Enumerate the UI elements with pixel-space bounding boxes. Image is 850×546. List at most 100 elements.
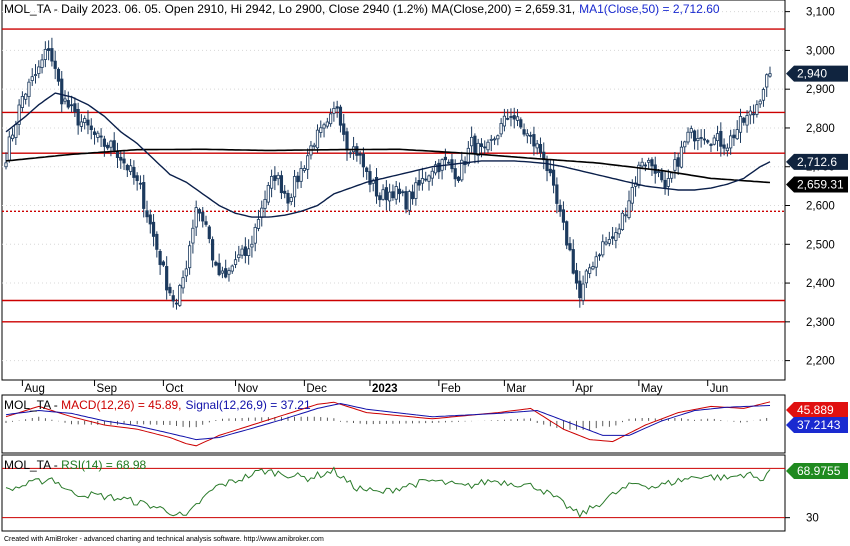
candle-body <box>188 245 192 269</box>
candle-body <box>715 133 720 142</box>
candle-body <box>509 116 513 118</box>
candle-body <box>194 207 198 228</box>
macd-title: MOL_TA - MACD(12,26) = 45.89, Signal(12,2… <box>4 398 311 412</box>
rsi-badge-bg <box>786 463 848 479</box>
candle-body <box>689 128 693 133</box>
candle-body <box>174 302 179 305</box>
candle-body <box>43 48 47 60</box>
candle-body <box>230 265 234 272</box>
candle-body <box>614 232 618 241</box>
candle-body <box>322 124 326 129</box>
candle-body <box>745 115 749 126</box>
candle-body <box>106 144 110 149</box>
x-tick-label: 2023 <box>372 383 398 395</box>
x-tick-label: May <box>641 383 663 395</box>
price-y-axis: 3,1003,0002,9002,8002,7002,6002,5002,400… <box>785 7 835 368</box>
footer-credit: Created with AmiBroker - advanced charti… <box>4 536 324 543</box>
candle-body <box>99 135 103 138</box>
x-tick-label: Dec <box>306 383 327 395</box>
y-tick-label: 2,400 <box>806 278 835 290</box>
signal-line <box>5 402 771 441</box>
candle-body <box>417 180 421 186</box>
candle-body <box>640 161 644 167</box>
candle-body <box>479 143 484 147</box>
candle-body <box>692 130 697 142</box>
candle-body <box>660 171 664 181</box>
candle-body <box>161 261 165 266</box>
candle-body <box>361 153 366 168</box>
candles <box>4 37 772 310</box>
candle-body <box>266 185 270 203</box>
candle-body <box>519 119 523 128</box>
candle-body <box>512 115 516 120</box>
candle-body <box>37 66 41 75</box>
candle-body <box>342 123 346 135</box>
candle-body <box>591 266 595 270</box>
candle-body <box>138 182 143 185</box>
candle-body <box>69 104 74 107</box>
x-tick-label: Mar <box>506 383 526 395</box>
candle-body <box>670 172 674 179</box>
candle-body <box>348 152 352 155</box>
candle-body <box>332 107 336 114</box>
candle-body <box>145 210 149 218</box>
candle-body <box>712 137 716 145</box>
candle-body <box>7 136 11 161</box>
candle-body <box>410 191 415 200</box>
candle-body <box>437 162 441 173</box>
candle-body <box>630 187 634 204</box>
candle-body <box>355 146 359 156</box>
candle-body <box>158 250 162 265</box>
candle-body <box>535 143 539 149</box>
candle-body <box>476 142 480 156</box>
candle-body <box>381 189 385 200</box>
price-badge-bg <box>786 65 848 82</box>
y-tick-label: 2,300 <box>806 317 835 329</box>
candle-body <box>617 228 621 235</box>
candle-body <box>289 197 293 202</box>
candle-body <box>499 123 503 135</box>
candle-body <box>545 159 549 172</box>
candle-body <box>430 170 434 179</box>
candle-body <box>283 190 287 194</box>
candle-body <box>388 191 392 202</box>
candle-body <box>489 138 493 141</box>
candle-body <box>397 188 402 195</box>
candle-body <box>125 164 129 171</box>
candle-body <box>378 195 382 201</box>
candle-body <box>453 168 457 180</box>
rsi-title-prefix: MOL_TA - <box>4 458 61 472</box>
candle-body <box>391 191 395 199</box>
x-axis: Aug Sep Oct Nov Dec 2023 Feb Mar Apr May Jun <box>21 380 729 395</box>
candle-body <box>112 140 116 151</box>
ma50-legend: MA1(Close,50) = 2,712.60 <box>579 2 720 16</box>
macd-badge-text: 45.889 <box>797 403 834 417</box>
candle-body <box>686 131 690 143</box>
y-tick-label: 2,500 <box>806 239 835 251</box>
rsi-tick-label: 30 <box>806 513 819 525</box>
candle-body <box>601 241 605 256</box>
candle-body <box>89 125 93 131</box>
rsi-title: MOL_TA - RSI(14) = 68.98 <box>4 458 147 472</box>
ma200-badge-text: 2,659.31 <box>797 178 844 192</box>
candle-body <box>748 110 752 116</box>
y-tick-label: 3,100 <box>806 7 835 19</box>
x-tick-label: Jun <box>710 383 729 395</box>
x-tick-label: Oct <box>165 383 184 395</box>
candle-body <box>758 100 762 105</box>
candle-body <box>647 159 651 163</box>
candle-body <box>243 246 247 256</box>
ma200-badge: 2,659.31 <box>786 176 848 193</box>
candle-body <box>276 174 280 180</box>
price-badge: 2,940 <box>786 65 848 82</box>
candle-body <box>611 236 615 239</box>
y-tick-label: 3,000 <box>806 45 835 57</box>
candle-body <box>433 164 438 174</box>
rsi-legend: RSI(14) = 68.98 <box>61 458 146 472</box>
candle-body <box>40 59 44 68</box>
candle-body <box>584 270 588 284</box>
candle-body <box>696 138 700 141</box>
candle-body <box>578 280 582 299</box>
ma50-line <box>5 92 771 218</box>
candle-body <box>515 116 520 121</box>
